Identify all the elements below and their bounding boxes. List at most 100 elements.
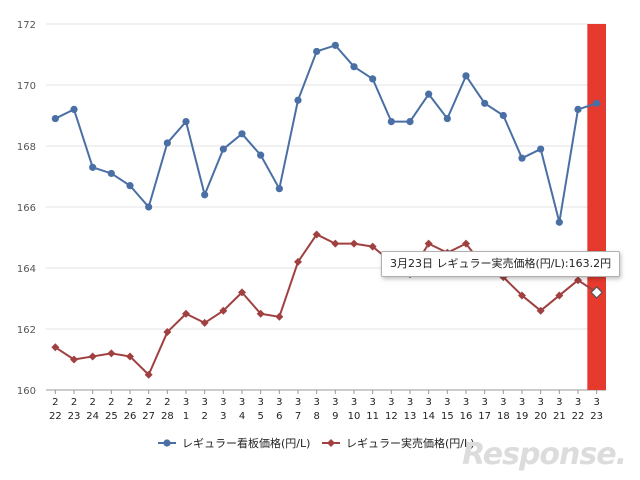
x-tick-day: 23 [590, 411, 603, 422]
data-point [89, 352, 97, 360]
x-tick-month: 3 [295, 397, 301, 408]
legend: レギュラー看板価格(円/L) レギュラー実売価格(円/L) [158, 436, 474, 450]
data-point [444, 115, 451, 122]
x-tick-day: 18 [497, 411, 510, 422]
x-tick-day: 10 [348, 411, 361, 422]
x-tick-month: 2 [52, 397, 58, 408]
data-point [518, 155, 525, 162]
x-tick-month: 3 [444, 397, 450, 408]
x-tick-month: 3 [351, 397, 357, 408]
data-point [593, 100, 600, 107]
series-lines [51, 42, 602, 379]
data-point [369, 75, 376, 82]
x-tick-month: 3 [463, 397, 469, 408]
x-tick-month: 3 [220, 397, 226, 408]
x-tick-month: 3 [500, 397, 506, 408]
data-point [220, 145, 227, 152]
data-point [574, 106, 581, 113]
x-tick-day: 24 [86, 411, 99, 422]
data-point [313, 48, 320, 55]
highlight-band [587, 24, 606, 390]
y-tick-label: 172 [17, 20, 36, 31]
x-tick-month: 3 [575, 397, 581, 408]
x-axis-ticks: 2222232242252262272283132333435363738393… [49, 390, 603, 422]
x-tick-day: 1 [183, 411, 189, 422]
x-tick-month: 3 [201, 397, 207, 408]
x-tick-day: 5 [257, 411, 263, 422]
data-point [537, 145, 544, 152]
x-tick-day: 19 [516, 411, 529, 422]
data-point [145, 203, 152, 210]
x-tick-day: 22 [49, 411, 62, 422]
x-tick-month: 3 [332, 397, 338, 408]
legend-marker [163, 439, 170, 446]
data-point [462, 72, 469, 79]
data-tooltip: 3月23日 レギュラー実売価格(円/L):163.2円 [381, 251, 620, 277]
x-tick-day: 11 [366, 411, 379, 422]
y-tick-label: 170 [17, 81, 36, 92]
x-tick-day: 7 [295, 411, 301, 422]
x-tick-month: 3 [519, 397, 525, 408]
x-tick-day: 3 [220, 411, 226, 422]
y-tick-label: 162 [17, 325, 36, 336]
x-tick-day: 20 [534, 411, 547, 422]
y-tick-label: 164 [17, 264, 36, 275]
x-tick-month: 2 [108, 397, 114, 408]
x-tick-day: 22 [572, 411, 585, 422]
x-tick-day: 12 [385, 411, 398, 422]
x-tick-day: 8 [313, 411, 319, 422]
data-point [52, 115, 59, 122]
x-tick-month: 2 [71, 397, 77, 408]
data-point [201, 191, 208, 198]
x-tick-month: 3 [593, 397, 599, 408]
data-point [275, 313, 283, 321]
x-tick-day: 13 [404, 411, 417, 422]
x-tick-day: 14 [422, 411, 435, 422]
data-point [294, 97, 301, 104]
data-point [257, 152, 264, 159]
x-tick-month: 3 [257, 397, 263, 408]
x-tick-day: 15 [441, 411, 454, 422]
x-tick-month: 2 [164, 397, 170, 408]
y-tick-label: 166 [17, 203, 36, 214]
data-point [481, 100, 488, 107]
grid-lines [46, 24, 606, 390]
x-tick-day: 23 [68, 411, 81, 422]
data-point [332, 42, 339, 49]
data-point [350, 63, 357, 70]
response-logo: Response. [462, 437, 626, 472]
legend-label: レギュラー実売価格(円/L) [346, 436, 474, 450]
x-tick-day: 28 [161, 411, 174, 422]
data-point [126, 182, 133, 189]
x-tick-month: 3 [276, 397, 282, 408]
y-tick-label: 168 [17, 142, 36, 153]
data-point [556, 219, 563, 226]
x-tick-day: 9 [332, 411, 338, 422]
x-tick-month: 3 [388, 397, 394, 408]
data-point [182, 118, 189, 125]
x-tick-day: 6 [276, 411, 282, 422]
x-tick-month: 3 [407, 397, 413, 408]
x-tick-day: 26 [124, 411, 137, 422]
legend-label: レギュラー看板価格(円/L) [182, 436, 310, 450]
x-tick-month: 3 [556, 397, 562, 408]
x-tick-month: 3 [481, 397, 487, 408]
data-point [350, 240, 358, 248]
x-tick-month: 3 [183, 397, 189, 408]
x-tick-month: 3 [425, 397, 431, 408]
y-tick-label: 160 [17, 386, 36, 397]
x-tick-month: 2 [127, 397, 133, 408]
data-point [406, 118, 413, 125]
x-tick-month: 3 [239, 397, 245, 408]
x-tick-day: 16 [460, 411, 473, 422]
x-tick-day: 4 [239, 411, 245, 422]
data-point [238, 130, 245, 137]
x-tick-day: 17 [478, 411, 491, 422]
legend-marker [327, 439, 335, 447]
data-point [107, 349, 115, 357]
x-tick-day: 2 [201, 411, 207, 422]
data-point [500, 112, 507, 119]
x-tick-month: 3 [369, 397, 375, 408]
x-tick-month: 2 [145, 397, 151, 408]
series-line-1 [55, 45, 596, 222]
